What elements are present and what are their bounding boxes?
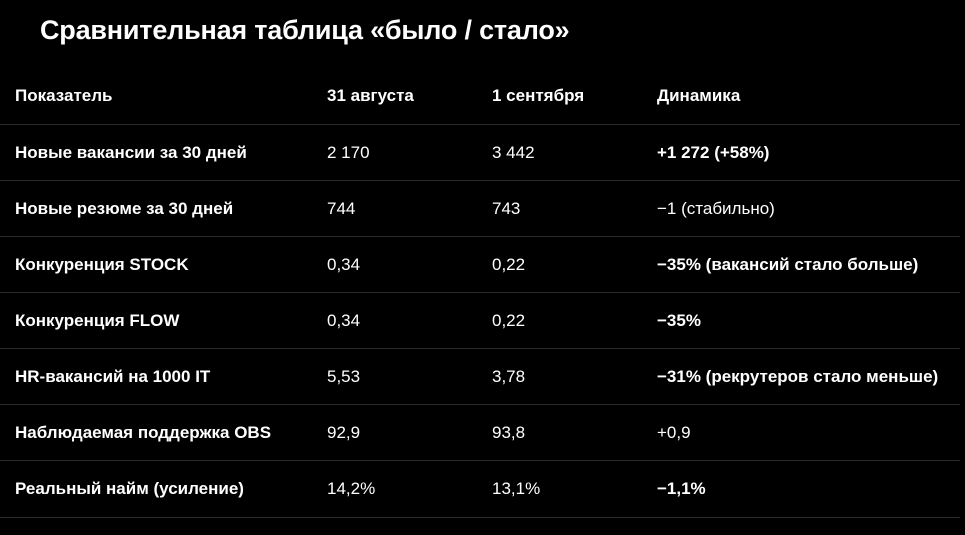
change-cell: +0,9 (657, 422, 691, 442)
aug31-cell: 92,9 (327, 422, 361, 442)
aug31-cell: 5,53 (327, 366, 361, 386)
change-cell: +1 272 (+58%) (657, 142, 770, 162)
page-title: Сравнительная таблица «было / стало» (40, 15, 570, 45)
metric-cell: Наблюдаемая поддержка OBS (15, 422, 272, 442)
header-change: Динамика (657, 86, 741, 105)
change-cell: −1 (стабильно) (657, 198, 775, 218)
table-row: Наблюдаемая поддержка OBS 92,9 93,8 +0,9 (0, 405, 960, 461)
metric-cell: Реальный найм (усиление) (15, 479, 244, 498)
aug31-cell: 2 170 (327, 142, 370, 162)
metric-cell: Новые вакансии за 30 дней (15, 142, 247, 162)
table-row: Конкуренция STOCK 0,34 0,22 −35% (ваканс… (0, 237, 960, 293)
table-row: Новые резюме за 30 дней 744 743 −1 (стаб… (0, 181, 960, 237)
change-cell: −1,1% (657, 479, 706, 498)
aug31-cell: 0,34 (327, 310, 361, 330)
metric-cell: Конкуренция STOCK (15, 254, 189, 274)
table-header-row: Показатель 31 августа 1 сентября Динамик… (0, 68, 960, 125)
sep1-cell: 3 442 (492, 142, 535, 162)
table-row: HR-вакансий на 1000 IT 5,53 3,78 −31% (р… (0, 349, 960, 405)
aug31-cell: 14,2% (327, 479, 376, 498)
sep1-cell: 743 (492, 198, 521, 218)
metric-cell: HR-вакансий на 1000 IT (15, 366, 211, 386)
metric-cell: Новые резюме за 30 дней (15, 198, 234, 218)
header-aug31: 31 августа (327, 86, 414, 105)
change-cell: −35% (657, 310, 701, 330)
change-cell: −35% (вакансий стало больше) (657, 254, 919, 274)
sep1-cell: 13,1% (492, 479, 541, 498)
comparison-table: Показатель 31 августа 1 сентября Динамик… (0, 68, 960, 518)
change-cell: −31% (рекрутеров стало меньше) (657, 366, 939, 386)
aug31-cell: 744 (327, 198, 356, 218)
sep1-cell: 3,78 (492, 366, 526, 386)
header-metric: Показатель (15, 86, 113, 105)
metric-cell: Конкуренция FLOW (15, 310, 180, 330)
table-row: Реальный найм (усиление) 14,2% 13,1% −1,… (0, 461, 960, 518)
sep1-cell: 93,8 (492, 422, 526, 442)
sep1-cell: 0,22 (492, 310, 526, 330)
aug31-cell: 0,34 (327, 254, 361, 274)
header-sep1: 1 сентября (492, 86, 585, 105)
table-row: Конкуренция FLOW 0,34 0,22 −35% (0, 293, 960, 349)
sep1-cell: 0,22 (492, 254, 526, 274)
table-row: Новые вакансии за 30 дней 2 170 3 442 +1… (0, 125, 960, 181)
